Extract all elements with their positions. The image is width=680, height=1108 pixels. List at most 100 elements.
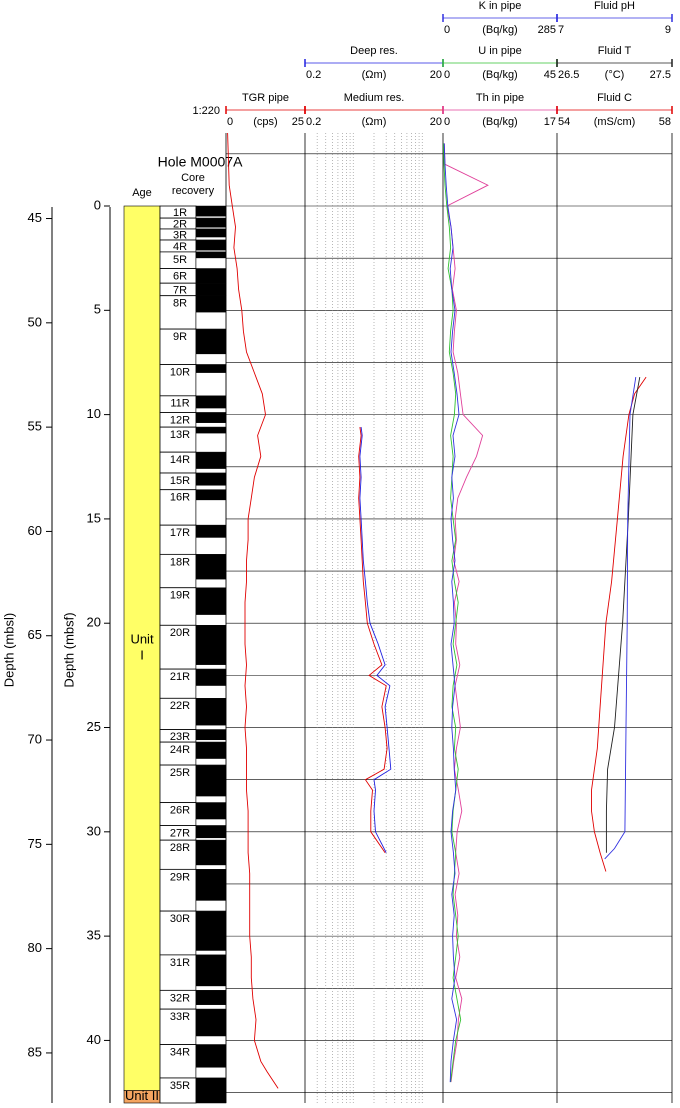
scale-min: 7 <box>558 24 564 36</box>
core-label: 3R <box>173 229 187 241</box>
scale-min: 26.5 <box>558 69 579 81</box>
core-header: Core <box>181 172 205 184</box>
core-recovery <box>196 206 226 217</box>
core-recovery <box>196 911 226 951</box>
scale-max: 27.5 <box>650 69 671 81</box>
core-label: 34R <box>170 1046 190 1058</box>
core-label: 21R <box>170 671 190 683</box>
core-interval <box>159 295 197 330</box>
scale-max: 9 <box>665 24 671 36</box>
core-interval <box>159 328 197 365</box>
mbsf-tick-label: 40 <box>87 1032 101 1047</box>
mbsf-tick-label: 30 <box>87 823 101 838</box>
scale-name: Fluid T <box>598 45 632 57</box>
core-label: 11R <box>170 398 189 410</box>
core-recovery <box>196 729 226 741</box>
core-recovery <box>196 412 226 423</box>
scale-min: 0.2 <box>306 116 321 128</box>
core-label: 15R <box>170 475 190 487</box>
mbsf-axis-title: Depth (mbsf) <box>61 612 76 687</box>
core-recovery <box>196 954 226 987</box>
scale-min: 0 <box>227 116 233 128</box>
core-recovery <box>196 869 226 901</box>
core-recovery <box>196 669 226 686</box>
core-header: recovery <box>172 185 215 197</box>
mbsl-axis-title: Depth (mbsl) <box>1 613 16 687</box>
core-label: 13R <box>170 429 190 441</box>
scale-max: 45 <box>544 69 556 81</box>
core-recovery <box>196 395 226 409</box>
core-interval <box>159 764 197 804</box>
log-curve <box>443 143 462 1083</box>
scale-name: Fluid pH <box>594 0 635 12</box>
core-label: 24R <box>170 744 190 756</box>
core-recovery <box>196 240 226 251</box>
scale-unit: (Ωm) <box>362 69 387 81</box>
core-label: 9R <box>173 331 187 343</box>
scale-min: 0.2 <box>306 69 321 81</box>
unit-band <box>123 205 161 1091</box>
scale-name: K in pipe <box>479 0 522 12</box>
scale-max: 20 <box>430 116 442 128</box>
core-recovery <box>196 283 226 296</box>
mbsf-tick-label: 35 <box>87 928 101 943</box>
core-recovery <box>196 1009 226 1037</box>
core-recovery <box>196 840 226 866</box>
hole-title: Hole M0007A <box>158 154 243 170</box>
log-curve <box>443 143 460 1083</box>
core-label: 20R <box>170 627 190 639</box>
core-label: 18R <box>170 556 190 568</box>
scale-name: TGR pipe <box>242 92 289 104</box>
core-recovery <box>196 990 226 1005</box>
core-label: 35R <box>170 1080 190 1092</box>
core-label: 32R <box>170 992 190 1004</box>
unit-label: Unit II <box>125 1088 159 1103</box>
mbsf-tick-label: 10 <box>87 406 101 421</box>
scale-max: 17 <box>544 116 556 128</box>
mbsl-tick-label: 65 <box>28 627 42 642</box>
core-label: 16R <box>170 492 190 504</box>
core-label: 19R <box>170 590 190 602</box>
mbsl-tick-label: 60 <box>28 523 42 538</box>
core-recovery <box>196 802 226 820</box>
scale-name: Th in pipe <box>476 92 524 104</box>
core-interval <box>159 910 197 956</box>
core-label: 8R <box>173 298 187 310</box>
core-label: 4R <box>173 241 187 253</box>
core-recovery <box>196 452 226 469</box>
core-recovery <box>196 554 226 580</box>
scale-unit: (Bq/kg) <box>482 24 517 36</box>
mbsl-tick-label: 80 <box>28 940 42 955</box>
core-recovery <box>196 364 226 373</box>
core-interval <box>159 839 197 870</box>
core-label: 29R <box>170 871 190 883</box>
core-recovery <box>196 427 226 434</box>
scale-unit: (°C) <box>605 69 625 81</box>
core-label: 12R <box>170 414 190 426</box>
core-recovery <box>196 587 226 615</box>
core-recovery <box>196 698 226 726</box>
core-recovery <box>196 742 226 759</box>
scale-unit: (Bq/kg) <box>482 69 517 81</box>
log-curve <box>604 377 637 860</box>
log-curve <box>591 376 647 872</box>
scale-name: Medium res. <box>344 92 405 104</box>
mbsf-tick-label: 20 <box>87 615 101 630</box>
unit-label: Unit <box>130 632 154 647</box>
mbsl-tick-label: 70 <box>28 731 42 746</box>
core-interval <box>159 587 197 626</box>
core-recovery <box>196 295 226 313</box>
core-label: 25R <box>170 767 190 779</box>
core-interval <box>159 1077 197 1104</box>
core-recovery <box>196 251 226 259</box>
core-recovery <box>196 489 226 501</box>
core-label: 28R <box>170 842 190 854</box>
scale-name: Fluid C <box>597 92 632 104</box>
scale-name: Deep res. <box>350 45 398 57</box>
mbsf-tick-label: 0 <box>94 197 101 212</box>
core-recovery <box>196 218 226 228</box>
scale-unit: (cps) <box>253 116 277 128</box>
scale-ratio: 1:220 <box>192 105 220 117</box>
core-recovery <box>196 825 226 839</box>
scale-max: 285 <box>538 24 556 36</box>
